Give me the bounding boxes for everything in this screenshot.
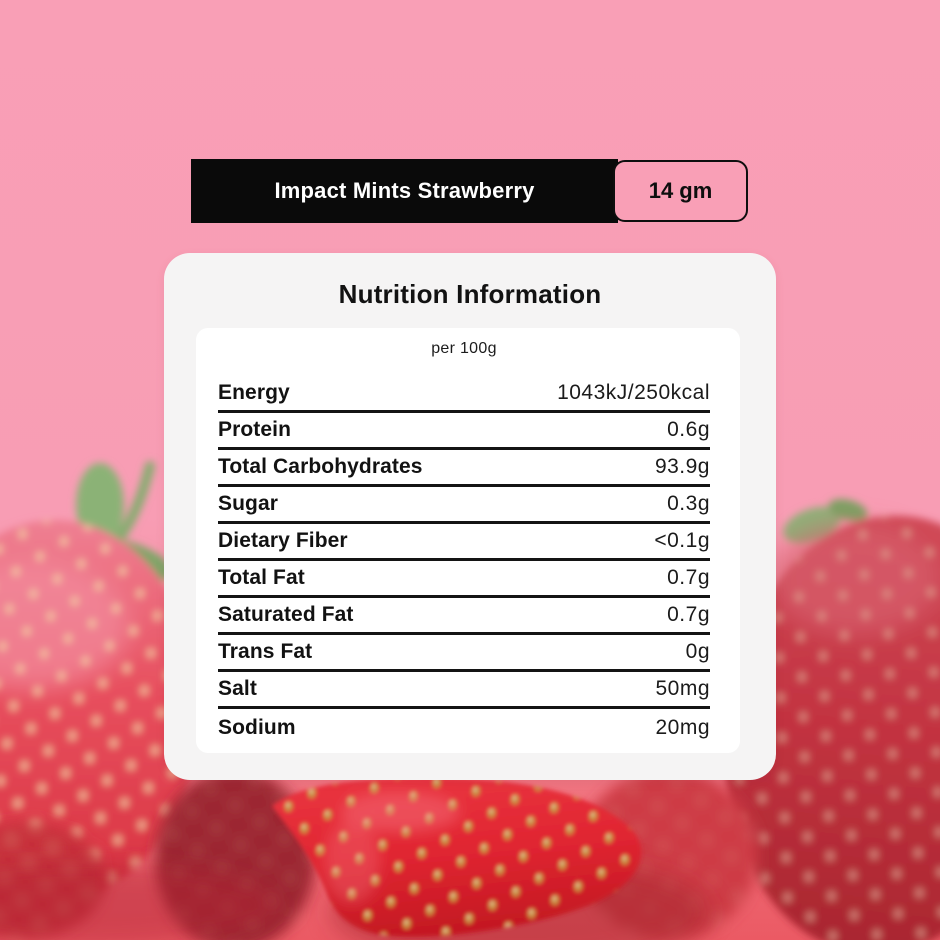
nutrition-row: Energy 1043kJ/250kcal bbox=[218, 376, 710, 413]
serving-size-label: per 100g bbox=[431, 340, 497, 357]
product-banner: Impact Mints Strawberry 14 gm bbox=[191, 159, 748, 223]
nutrition-row: Sodium 20mg bbox=[218, 709, 710, 746]
nutrition-row: Saturated Fat 0.7g bbox=[218, 598, 710, 635]
nutrition-card: Nutrition Information per 100g Energy 104… bbox=[164, 253, 776, 780]
nutrition-panel: per 100g Energy 1043kJ/250kcal Protein 0.6g… bbox=[196, 328, 740, 753]
nutrient-value: 0.7g bbox=[667, 603, 710, 626]
nutrition-table: Energy 1043kJ/250kcal Protein 0.6g Total Car… bbox=[218, 376, 710, 746]
nutrient-value: 50mg bbox=[655, 677, 710, 700]
nutrient-label: Total Fat bbox=[218, 566, 305, 589]
nutrient-label: Saturated Fat bbox=[218, 603, 354, 626]
weight-badge: 14 gm bbox=[613, 160, 748, 222]
nutrition-row: Total Carbohydrates 93.9g bbox=[218, 450, 710, 487]
product-name: Impact Mints Strawberry bbox=[274, 178, 535, 203]
nutrient-value: 0.7g bbox=[667, 566, 710, 589]
nutrient-label: Salt bbox=[218, 677, 257, 700]
nutrient-value: 93.9g bbox=[654, 455, 710, 478]
nutrient-value: <0.1g bbox=[654, 529, 710, 552]
nutrient-value: 0.6g bbox=[667, 418, 710, 441]
nutrient-value: 0g bbox=[685, 640, 710, 663]
left-strawberry bbox=[0, 461, 200, 900]
card-title: Nutrition Information bbox=[338, 279, 602, 309]
weight-value: 14 gm bbox=[648, 178, 713, 203]
nutrient-label: Energy bbox=[218, 381, 290, 404]
nutrient-label: Protein bbox=[218, 418, 292, 441]
nutrient-label: Total Carbohydrates bbox=[218, 455, 423, 478]
foreground-strawberry bbox=[272, 777, 642, 937]
nutrition-row: Total Fat 0.7g bbox=[218, 561, 710, 598]
nutrient-label: Sugar bbox=[218, 492, 279, 515]
nutrient-label: Dietary Fiber bbox=[218, 529, 348, 552]
right-strawberry bbox=[724, 499, 940, 940]
nutrient-value: 1043kJ/250kcal bbox=[557, 381, 710, 404]
nutrition-row: Salt 50mg bbox=[218, 672, 710, 709]
nutrient-value: 20mg bbox=[655, 715, 710, 739]
product-name-plate: Impact Mints Strawberry bbox=[191, 159, 618, 223]
nutrient-value: 0.3g bbox=[667, 492, 710, 515]
nutrition-row: Sugar 0.3g bbox=[218, 487, 710, 524]
nutrition-row: Protein 0.6g bbox=[218, 413, 710, 450]
nutrient-label: Sodium bbox=[218, 715, 296, 739]
nutrient-label: Trans Fat bbox=[218, 640, 313, 663]
nutrition-row: Trans Fat 0g bbox=[218, 635, 710, 672]
nutrition-row: Dietary Fiber <0.1g bbox=[218, 524, 710, 561]
